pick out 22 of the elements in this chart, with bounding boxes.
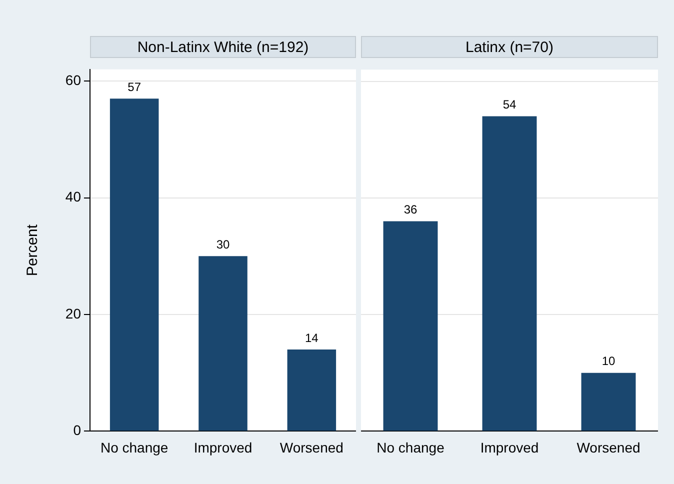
data-label: 14 — [304, 330, 319, 345]
bar — [198, 256, 248, 431]
chart-title: Latinx (n=70) — [361, 36, 658, 58]
x-tick-label: Worsened — [576, 439, 640, 456]
y-tick-label: 60 — [65, 72, 82, 88]
bar — [287, 350, 336, 431]
y-tick-label: 40 — [65, 188, 82, 205]
data-label: 54 — [502, 98, 516, 112]
data-label: 57 — [128, 80, 142, 94]
y-axis-title: Percent — [24, 224, 42, 276]
chart-title: Non-Latinx White (n=192) — [90, 36, 356, 58]
y-tick-label: 0 — [73, 422, 82, 438]
x-tick-label: Improved — [480, 439, 539, 456]
data-label: 36 — [404, 202, 418, 217]
x-tick-label: Worsened — [280, 439, 344, 456]
bar — [110, 98, 159, 431]
data-label: 10 — [602, 354, 616, 368]
data-label: 30 — [216, 237, 230, 252]
y-tick-label: 20 — [65, 305, 82, 322]
x-tick-label: Improved — [194, 439, 252, 456]
x-tick-label: No change — [100, 439, 168, 456]
x-tick-label: No change — [376, 439, 445, 456]
